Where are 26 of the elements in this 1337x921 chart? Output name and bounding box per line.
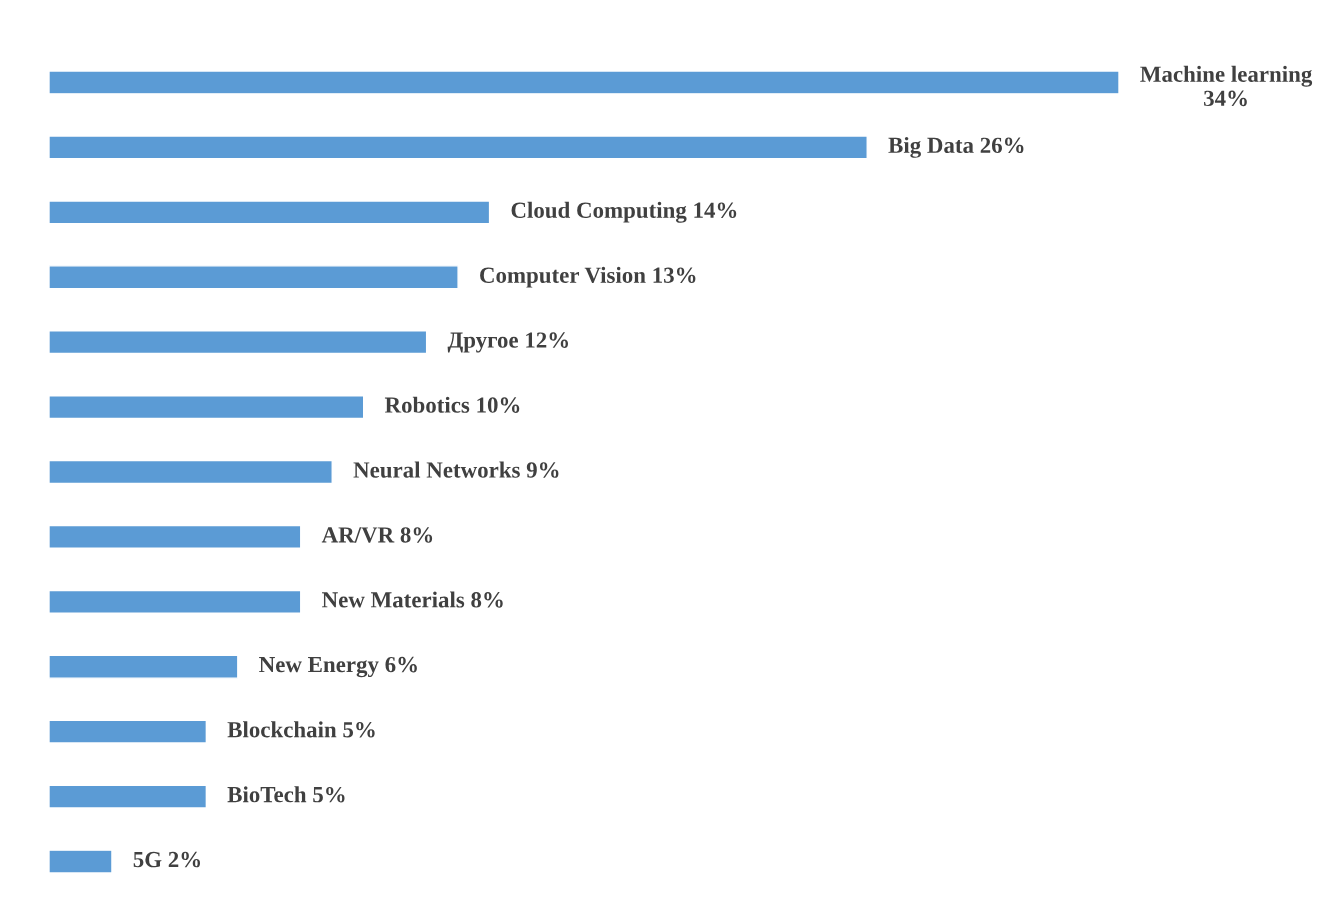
data-label: New Energy 6%: [259, 656, 417, 678]
bar: [49, 459, 333, 485]
bar: [49, 200, 491, 225]
bar: [49, 719, 208, 744]
data-label: New Materials 8%: [322, 591, 503, 608]
data-label: Machine learning 34%: [1140, 65, 1313, 107]
bar: [49, 524, 302, 549]
data-label: Computer Vision 13%: [480, 266, 696, 288]
bar: [49, 849, 113, 874]
data-label: Cloud Computing 14%: [511, 201, 737, 223]
data-label: Neural Networks 9%: [353, 461, 559, 478]
data-label: 5G 2%: [133, 851, 201, 868]
bar: [49, 330, 428, 355]
bar: [49, 784, 208, 809]
bar: [49, 70, 1119, 95]
bar: [49, 135, 868, 160]
bar: [49, 589, 302, 614]
bar: [49, 395, 365, 420]
data-label: Другое 12%: [447, 332, 569, 353]
data-label: Blockchain 5%: [227, 721, 375, 738]
data-label: BioTech 5%: [227, 786, 345, 803]
data-label: AR/VR 8%: [321, 527, 433, 543]
bar: [49, 265, 459, 290]
data-label: Robotics 10%: [384, 396, 520, 413]
bar: [49, 654, 239, 679]
data-label: Big Data 26%: [888, 136, 1024, 158]
